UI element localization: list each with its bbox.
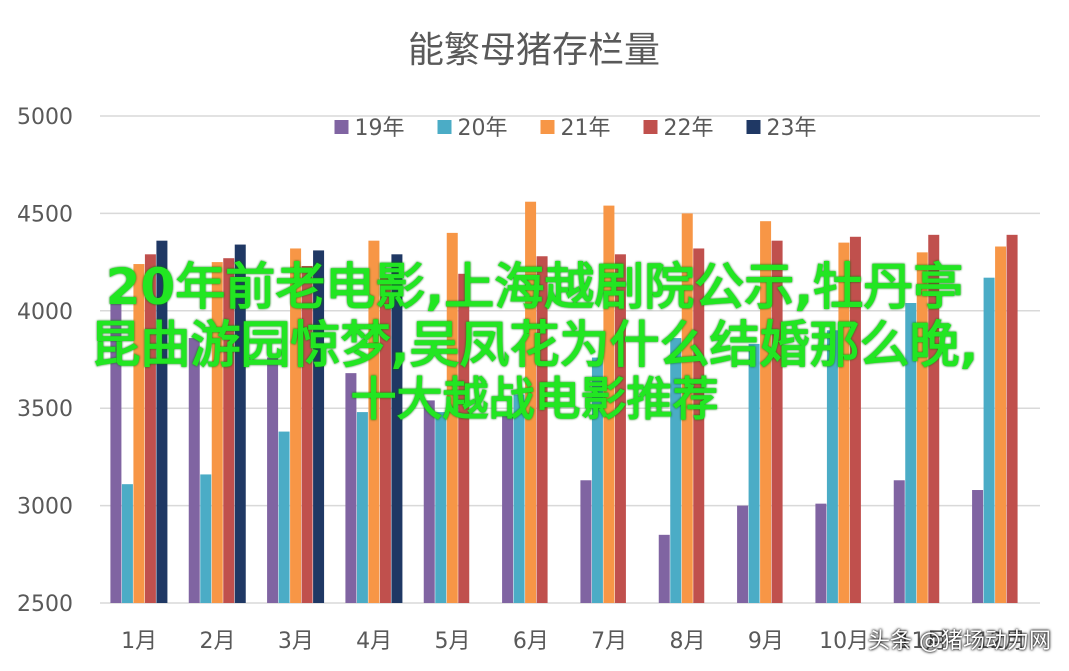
bar-21年-9月 xyxy=(760,221,772,603)
legend-label: 19年 xyxy=(355,116,405,141)
bar-21年-10月 xyxy=(838,242,850,603)
legend-label: 23年 xyxy=(767,116,817,141)
bar-22年-8月 xyxy=(693,248,705,604)
x-tick-label: 3月 xyxy=(278,629,314,654)
bar-23年-1月 xyxy=(156,240,168,603)
bar-20年-7月 xyxy=(591,357,603,603)
legend-swatch xyxy=(746,120,761,134)
x-tick-label: 10月 xyxy=(819,629,869,654)
bar-19年-11月 xyxy=(893,480,905,603)
y-tick-label: 3000 xyxy=(17,495,73,520)
bar-20年-3月 xyxy=(278,431,290,603)
bar-19年-4月 xyxy=(345,373,357,603)
bar-22年-2月 xyxy=(223,258,235,603)
overlay-headline-line2: 昆曲游园惊梦,吴凤花为什么结婚那么晚, xyxy=(90,316,979,374)
bar-21年-5月 xyxy=(446,232,458,603)
legend-label: 20年 xyxy=(458,116,508,141)
bar-22年-12月 xyxy=(1006,234,1018,603)
watermark: 头条 @猪场动力网 xyxy=(868,629,1051,654)
y-tick-label: 4000 xyxy=(17,300,73,325)
bar-21年-2月 xyxy=(211,262,223,603)
bar-21年-3月 xyxy=(290,248,302,604)
bar-20年-6月 xyxy=(513,394,525,603)
x-tick-label: 4月 xyxy=(356,629,392,654)
bar-22年-4月 xyxy=(379,275,391,603)
bar-19年-8月 xyxy=(658,534,670,603)
legend-label: 21年 xyxy=(561,116,611,141)
x-tick-label: 11月 xyxy=(898,629,948,654)
bar-19年-1月 xyxy=(110,299,122,603)
gridlines xyxy=(100,115,1040,604)
bar-19年-7月 xyxy=(580,480,592,603)
bar-21年-7月 xyxy=(603,205,615,603)
x-tick-label: 8月 xyxy=(670,629,706,654)
bar-19年-9月 xyxy=(737,505,749,603)
bar-21年-8月 xyxy=(681,213,693,603)
bar-20年-2月 xyxy=(200,474,212,603)
legend-label: 22年 xyxy=(664,116,714,141)
bar-22年-6月 xyxy=(536,256,548,603)
bar-21年-12月 xyxy=(995,246,1007,604)
x-tick-label: 7月 xyxy=(591,629,627,654)
bars xyxy=(110,201,1018,604)
y-axis-ticks: 2500 3000 3500 4000 4500 5000 xyxy=(17,105,73,617)
x-tick-label: 6月 xyxy=(513,629,549,654)
y-tick-label: 5000 xyxy=(17,105,73,130)
bar-22年-3月 xyxy=(301,265,313,603)
bar-21年-1月 xyxy=(133,264,145,603)
x-tick-label: 5月 xyxy=(435,629,471,654)
bar-20年-11月 xyxy=(905,303,917,603)
bar-19年-3月 xyxy=(267,357,279,603)
bar-19年-10月 xyxy=(815,503,827,603)
overlay-headline-line1: 20年前老电影,上海越剧院公示,牡丹亭 xyxy=(105,258,964,316)
bar-19年-5月 xyxy=(423,400,435,603)
y-tick-label: 4500 xyxy=(17,202,73,227)
bar-23年-4月 xyxy=(391,254,403,604)
bar-19年-6月 xyxy=(502,414,514,603)
bar-21年-11月 xyxy=(916,252,928,604)
bar-20年-4月 xyxy=(356,412,368,603)
x-tick-label: 1月 xyxy=(121,629,157,654)
chart-title: 能繁母猪存栏量 xyxy=(408,30,660,71)
bar-23年-2月 xyxy=(234,244,246,603)
legend-swatch xyxy=(643,120,658,134)
overlay-headline-line3: 十大越战电影推荐 xyxy=(350,372,719,426)
x-axis-ticks: 1月 2月 3月 4月 5月 6月 7月 8月 9月 10月 11月 12月 xyxy=(121,629,1026,654)
bar-21年-4月 xyxy=(368,240,380,603)
y-tick-label: 2500 xyxy=(17,592,73,617)
bar-22年-5月 xyxy=(458,273,470,603)
bar-20年-12月 xyxy=(983,277,995,603)
bar-22年-9月 xyxy=(771,240,783,603)
bar-19年-12月 xyxy=(972,490,984,603)
x-tick-label: 9月 xyxy=(748,629,784,654)
bar-20年-5月 xyxy=(435,412,447,603)
x-tick-label: 12月 xyxy=(976,629,1026,654)
bar-23年-3月 xyxy=(313,250,325,604)
bar-20年-8月 xyxy=(670,338,682,603)
bar-19年-2月 xyxy=(188,338,200,603)
bar-21年-6月 xyxy=(525,201,537,603)
legend-swatch xyxy=(334,120,349,134)
bar-22年-11月 xyxy=(928,234,940,603)
y-tick-label: 3500 xyxy=(17,397,73,422)
bar-22年-10月 xyxy=(849,236,861,603)
bar-22年-7月 xyxy=(614,254,626,604)
legend: 19年 20年 21年 22年 23年 xyxy=(334,116,817,141)
bar-20年-1月 xyxy=(121,484,133,603)
legend-swatch xyxy=(540,120,555,134)
bar-20年-10月 xyxy=(826,330,838,603)
bar-22年-1月 xyxy=(144,254,156,604)
bar-20年-9月 xyxy=(748,343,760,603)
x-tick-label: 2月 xyxy=(200,629,236,654)
legend-swatch xyxy=(437,120,452,134)
